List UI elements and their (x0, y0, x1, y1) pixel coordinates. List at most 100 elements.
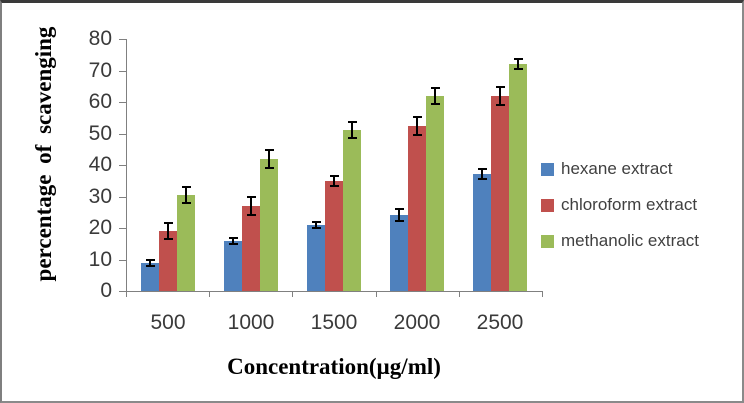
bar-chloroform-1500 (325, 181, 343, 291)
bar-methanolic-500 (177, 195, 195, 291)
bar-methanolic-1000 (260, 159, 278, 291)
y-tick-label: 70 (88, 59, 112, 82)
x-tick-label: 2000 (393, 311, 441, 334)
y-axis-tick (119, 260, 126, 261)
error-bar-cap-top (495, 86, 505, 88)
error-bar (149, 260, 151, 266)
y-axis-tick (119, 165, 126, 166)
bar-chloroform-2500 (491, 96, 509, 291)
error-bar (351, 122, 353, 138)
bar-hexane-1000 (224, 241, 242, 291)
bar-methanolic-1500 (343, 130, 361, 291)
y-axis-tick (119, 102, 126, 103)
error-bar (232, 238, 234, 244)
y-axis-tick (119, 71, 126, 72)
x-axis-title: Concentration(µg/ml) (227, 354, 441, 379)
y-tick-label: 10 (88, 248, 112, 271)
error-bar (499, 87, 501, 105)
legend-item-chloroform: chloroform extract (541, 195, 699, 215)
bar-chloroform-2000 (408, 126, 426, 291)
error-bar (315, 222, 317, 228)
error-bar-cap-top (163, 222, 173, 224)
legend-label-chloroform: chloroform extract (561, 195, 698, 214)
error-bar-cap-top (311, 221, 321, 223)
y-tick-label: 30 (88, 185, 112, 208)
legend-item-methanolic: methanolic extract (541, 231, 699, 251)
legend-swatch-methanolic (541, 234, 554, 248)
y-axis-tick (119, 291, 126, 292)
error-bar (167, 223, 169, 239)
x-tick-label: 2500 (476, 311, 524, 334)
error-bar-cap-top (246, 196, 256, 198)
y-axis-tick (119, 134, 126, 135)
x-axis-tick (126, 291, 127, 297)
error-bar-cap-top (228, 237, 238, 239)
error-bar-cap-bottom (477, 178, 487, 180)
x-axis-tick (376, 291, 377, 297)
legend: hexane extract chloroform extract methan… (541, 159, 699, 267)
legend-swatch-hexane (541, 162, 554, 176)
error-bar-cap-top (181, 186, 191, 188)
legend-label-hexane: hexane extract (561, 159, 673, 178)
error-bar-cap-bottom (163, 238, 173, 240)
error-bar-cap-bottom (329, 185, 339, 187)
error-bar (333, 176, 335, 186)
error-bar-cap-bottom (495, 104, 505, 106)
x-axis-tick (209, 291, 210, 297)
error-bar (517, 59, 519, 69)
x-tick-label: 500 (150, 311, 186, 334)
x-axis-tick (459, 291, 460, 297)
error-bar-cap-top (430, 87, 440, 89)
y-tick-label: 80 (88, 27, 112, 50)
x-axis-tick (292, 291, 293, 297)
error-bar-cap-bottom (430, 103, 440, 105)
error-bar-cap-bottom (228, 243, 238, 245)
legend-label-methanolic: methanolic extract (561, 231, 699, 250)
error-bar-cap-top (477, 168, 487, 170)
y-tick-label: 40 (88, 153, 112, 176)
y-axis-line (126, 39, 127, 292)
error-bar-cap-top (264, 149, 274, 151)
legend-item-hexane: hexane extract (541, 159, 699, 179)
error-bar-cap-bottom (347, 137, 357, 139)
error-bar-cap-top (513, 58, 523, 60)
x-tick-label: 1500 (310, 311, 358, 334)
error-bar (185, 187, 187, 203)
y-axis-tick (119, 197, 126, 198)
y-axis-title: percentage of scavenging (31, 26, 56, 282)
y-tick-label: 50 (88, 122, 112, 145)
error-bar (434, 88, 436, 104)
y-tick-label: 60 (88, 90, 112, 113)
legend-swatch-chloroform (541, 198, 554, 212)
bar-hexane-2500 (473, 174, 491, 291)
error-bar (398, 209, 400, 221)
y-tick-label: 20 (88, 216, 112, 239)
x-axis-tick (542, 291, 543, 297)
error-bar-cap-bottom (412, 134, 422, 136)
bar-chloroform-500 (159, 231, 177, 291)
x-axis-line (126, 291, 543, 292)
error-bar-cap-bottom (145, 265, 155, 267)
bar-methanolic-2500 (509, 64, 527, 291)
error-bar (268, 150, 270, 168)
error-bar-cap-bottom (311, 227, 321, 229)
error-bar (250, 197, 252, 215)
error-bar-cap-bottom (394, 220, 404, 222)
y-axis-tick (119, 39, 126, 40)
error-bar-cap-top (145, 259, 155, 261)
error-bar (481, 169, 483, 179)
error-bar-cap-top (347, 121, 357, 123)
bar-chloroform-1000 (242, 206, 260, 291)
error-bar (416, 117, 418, 135)
bar-hexane-500 (141, 263, 159, 291)
bar-methanolic-2000 (426, 96, 444, 291)
error-bar-cap-bottom (181, 202, 191, 204)
error-bar-cap-top (394, 208, 404, 210)
error-bar-cap-top (329, 175, 339, 177)
y-tick-label: 0 (100, 279, 112, 302)
error-bar-cap-bottom (264, 167, 274, 169)
bar-hexane-1500 (307, 225, 325, 291)
error-bar-cap-bottom (513, 68, 523, 70)
error-bar-cap-top (412, 116, 422, 118)
